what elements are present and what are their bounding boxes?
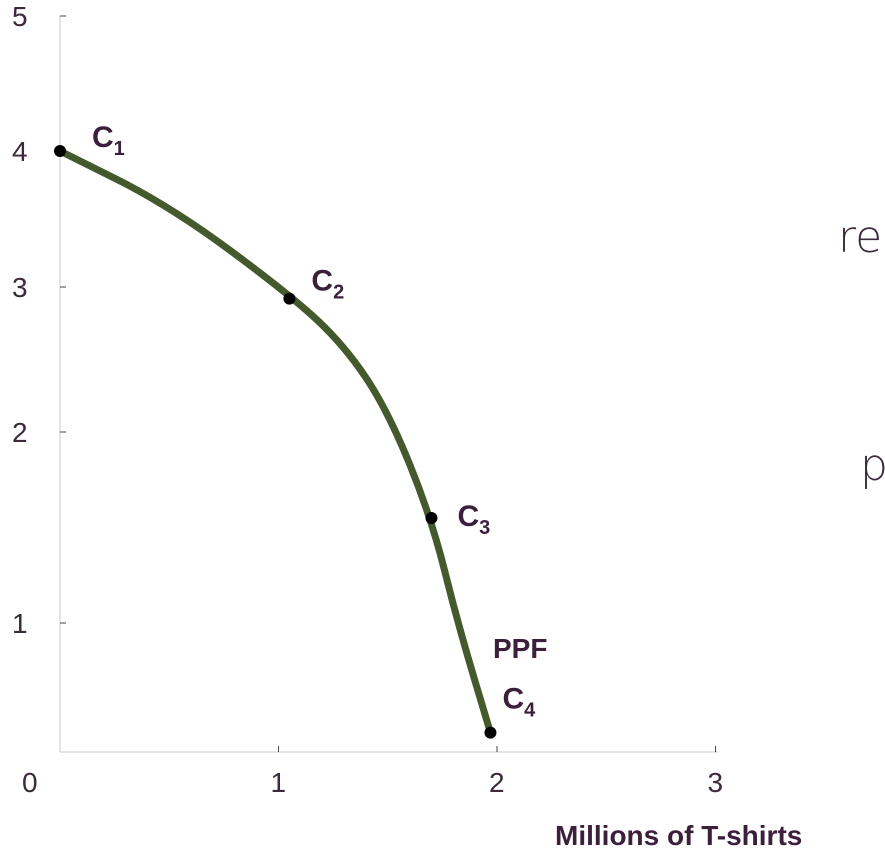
- side-text-line1: re: [838, 212, 883, 263]
- y-tick-label: 2: [12, 417, 28, 448]
- ppf-point: [54, 145, 66, 157]
- ppf-point: [283, 292, 296, 305]
- point-label: C2: [311, 265, 344, 304]
- x-tick-label: 2: [489, 767, 505, 798]
- y-tick-label: 3: [12, 272, 28, 303]
- point-label: C4: [502, 683, 536, 722]
- ppf-curve-label: PPF: [493, 633, 547, 664]
- x-tick-label: 0: [22, 767, 38, 798]
- axes: [59, 16, 718, 753]
- ppf-point: [484, 726, 497, 739]
- point-label: C3: [457, 500, 490, 539]
- point-label: C1: [92, 121, 125, 160]
- point-layer: C1 C2 C3 C4: [54, 121, 536, 739]
- y-tick-label: 5: [12, 1, 28, 32]
- ticks: 0 1 2 3 1 2 3 4 5: [12, 1, 723, 798]
- curve-layer: [56, 147, 494, 737]
- x-tick-label: 3: [708, 767, 724, 798]
- ppf-curve: [56, 147, 494, 737]
- x-tick-label: 1: [271, 767, 287, 798]
- y-tick-label: 4: [12, 136, 28, 167]
- ppf-point: [425, 511, 438, 524]
- side-text-line2: p: [860, 440, 885, 491]
- x-axis-label: Millions of T-shirts: [555, 820, 802, 850]
- y-tick-label: 1: [12, 608, 28, 639]
